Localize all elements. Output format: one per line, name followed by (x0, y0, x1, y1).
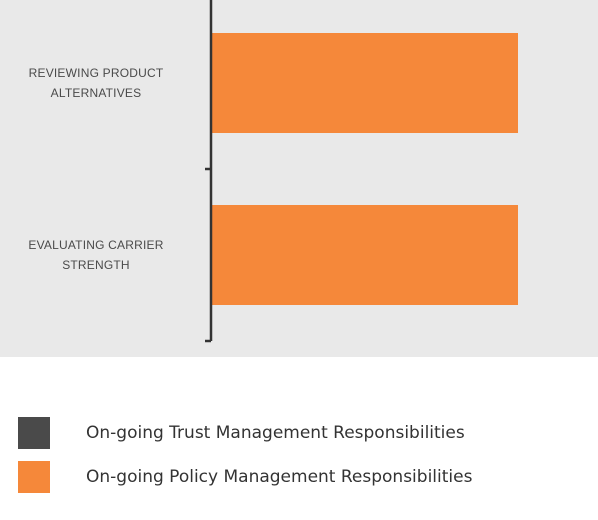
legend-item-trust: On-going Trust Management Responsibiliti… (18, 417, 472, 449)
legend: On-going Trust Management Responsibiliti… (18, 417, 473, 506)
legend-swatch-trust (18, 417, 50, 449)
bar-1 (212, 33, 518, 133)
legend-label-policy: On-going Policy Management Responsibilit… (86, 467, 473, 487)
category-label-1: REVIEWING PRODUCT ALTERNATIVES (29, 66, 164, 100)
category-label-line: STRENGTH (62, 258, 130, 272)
category-label-2: EVALUATING CARRIER STRENGTH (28, 238, 163, 272)
legend-label-trust: On-going Trust Management Responsibiliti… (86, 423, 465, 443)
bar-chart: REVIEWING PRODUCT ALTERNATIVES EVALUATING … (28, 0, 518, 343)
category-label-line: REVIEWING PRODUCT (29, 66, 164, 80)
category-label-line: EVALUATING CARRIER (28, 238, 163, 252)
category-label-line: ALTERNATIVES (51, 86, 142, 100)
bar-2 (212, 205, 518, 305)
legend-swatch-policy (18, 461, 50, 493)
legend-item-policy: On-going Policy Management Responsibilit… (18, 461, 473, 493)
